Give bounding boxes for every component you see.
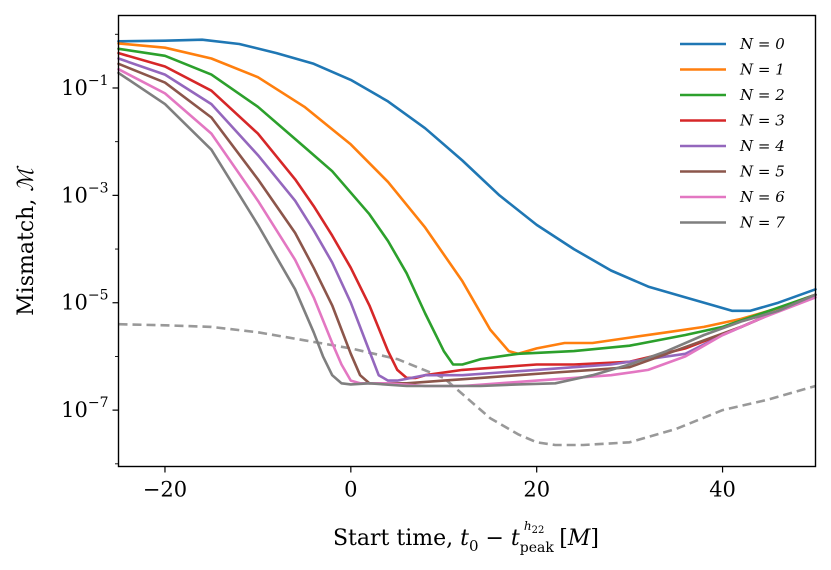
legend-label: N = 2: [739, 86, 785, 104]
y-axis: 10−1 10−3 10−5 10−7: [61, 33, 119, 465]
x-tick-label: 40: [709, 478, 736, 502]
series-line-n2: [117, 47, 817, 366]
legend-label: N = 0: [739, 35, 785, 53]
y-tick-label: 10−1: [61, 73, 108, 100]
legend-label: N = 6: [739, 188, 785, 206]
x-tick-label: 0: [344, 478, 357, 502]
series-line-n6: [117, 67, 817, 388]
x-axis: −20 0 20 40: [143, 466, 736, 502]
y-tick-label: 10−5: [61, 288, 108, 315]
series-line-n7: [117, 71, 817, 388]
legend-label: N = 4: [739, 137, 785, 155]
legend: N = 0 N = 1 N = 2 N = 3 N = 4 N = 5 N = 6 N = 7: [680, 35, 785, 232]
x-axis-label: Start time, t0 − tpeakh22 [M]: [333, 519, 599, 556]
plot-frame: [117, 14, 817, 468]
x-tick-label: 20: [523, 478, 550, 502]
y-axis-label: Mismatch, ℳ: [14, 165, 39, 316]
y-tick-label: 10−3: [61, 180, 108, 207]
x-tick-label: −20: [143, 478, 187, 502]
dashed-reference-line: [118, 322, 816, 447]
legend-label: N = 3: [739, 112, 785, 130]
series-line-n1: [117, 42, 817, 356]
legend-label: N = 7: [739, 214, 785, 232]
series-line-n0: [117, 38, 817, 313]
legend-label: N = 5: [739, 163, 785, 181]
series-line-n3: [117, 51, 817, 380]
series-line-n5: [117, 62, 817, 385]
series-layer: [117, 38, 817, 447]
y-tick-label: 10−7: [61, 395, 108, 422]
legend-label: N = 1: [739, 61, 785, 79]
